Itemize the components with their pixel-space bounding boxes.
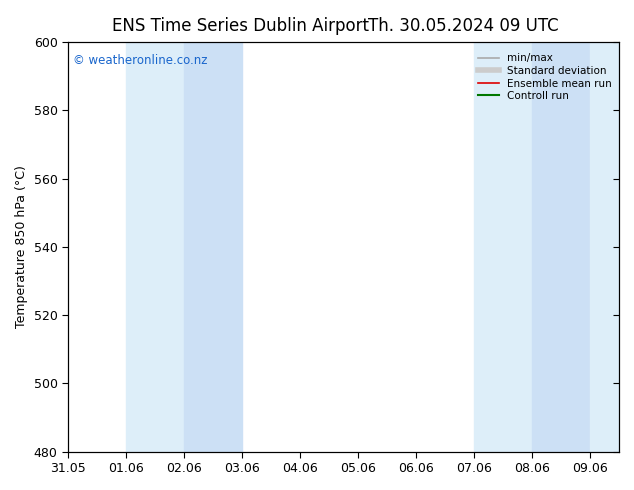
Text: © weatheronline.co.nz: © weatheronline.co.nz [74, 54, 208, 67]
Bar [184, 42, 242, 452]
Bar [126, 42, 184, 452]
Text: ENS Time Series Dublin Airport: ENS Time Series Dublin Airport [112, 17, 370, 35]
Bar [532, 42, 590, 452]
Bar [474, 42, 532, 452]
Bar [590, 42, 619, 452]
Text: Th. 30.05.2024 09 UTC: Th. 30.05.2024 09 UTC [368, 17, 558, 35]
Y-axis label: Temperature 850 hPa (°C): Temperature 850 hPa (°C) [15, 166, 28, 328]
Legend: min/max, Standard deviation, Ensemble mean run, Controll run: min/max, Standard deviation, Ensemble me… [476, 51, 614, 103]
